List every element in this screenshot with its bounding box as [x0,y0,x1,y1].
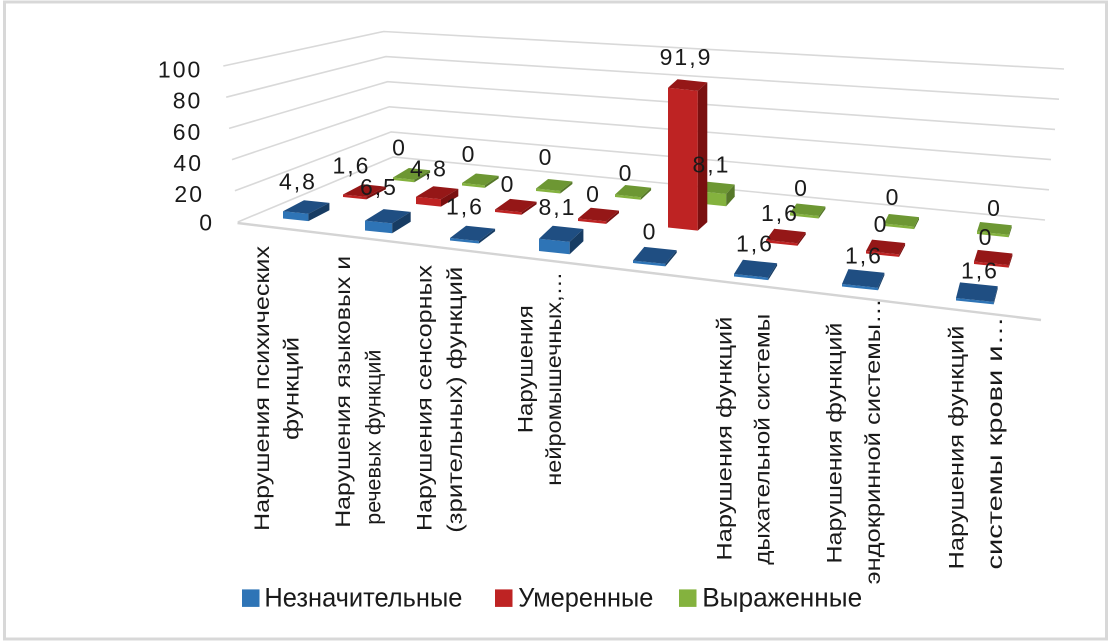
svg-text:Нарушения функций: Нарушения функций [946,326,969,570]
svg-text:1,6: 1,6 [333,153,371,179]
svg-text:20: 20 [174,181,204,207]
svg-text:системы крови и…: системы крови и… [984,317,1007,570]
svg-text:1,6: 1,6 [736,231,774,257]
svg-text:0: 0 [886,184,901,210]
svg-text:0: 0 [987,195,1002,221]
svg-text:0: 0 [619,160,634,186]
svg-text:91,9: 91,9 [660,44,713,70]
svg-text:дыхательной системы: дыхательной системы [751,314,774,565]
svg-text:(зрительных) функций: (зрительных) функций [444,267,467,533]
svg-text:Умеренные: Умеренные [518,583,653,613]
svg-text:80: 80 [173,88,203,114]
svg-text:речевых функций: речевых функций [363,350,386,525]
svg-text:100: 100 [158,56,202,82]
svg-text:0: 0 [199,209,214,235]
svg-text:4,8: 4,8 [410,156,448,182]
svg-text:Нарушения сенсорных: Нарушения сенсорных [414,264,437,531]
svg-text:0: 0 [874,211,889,237]
svg-text:4,8: 4,8 [279,169,317,195]
svg-text:1,6: 1,6 [446,194,484,220]
svg-text:0: 0 [586,181,601,207]
svg-text:Нарушения: Нарушения [515,305,538,433]
svg-text:1,6: 1,6 [961,258,999,284]
svg-text:Нарушения функций: Нарушения функций [713,317,736,561]
svg-text:8,1: 8,1 [539,194,577,220]
svg-text:0: 0 [794,175,809,201]
svg-text:Нарушения психических: Нарушения психических [251,245,274,531]
svg-text:60: 60 [173,119,203,145]
svg-text:6,5: 6,5 [360,174,398,200]
svg-text:эндокринной системы…: эндокринной системы… [862,298,885,584]
svg-text:40: 40 [173,150,203,176]
svg-text:0: 0 [643,219,658,245]
svg-text:8,1: 8,1 [693,152,731,178]
svg-text:Выраженные: Выраженные [702,583,862,613]
svg-text:функций: функций [281,337,304,440]
svg-text:0: 0 [392,135,407,161]
svg-text:0: 0 [539,144,554,170]
svg-text:Нарушения функций: Нарушения функций [823,323,846,564]
svg-text:0: 0 [979,224,994,250]
svg-text:нейромышечных,…: нейромышечных,… [543,272,566,486]
svg-text:Нарушения языковых и: Нарушения языковых и [332,256,355,528]
svg-text:1,6: 1,6 [761,200,799,226]
svg-text:Незначительные: Незначительные [264,583,462,613]
svg-text:0: 0 [501,171,516,197]
svg-text:0: 0 [462,141,477,167]
svg-text:1,6: 1,6 [845,243,883,269]
